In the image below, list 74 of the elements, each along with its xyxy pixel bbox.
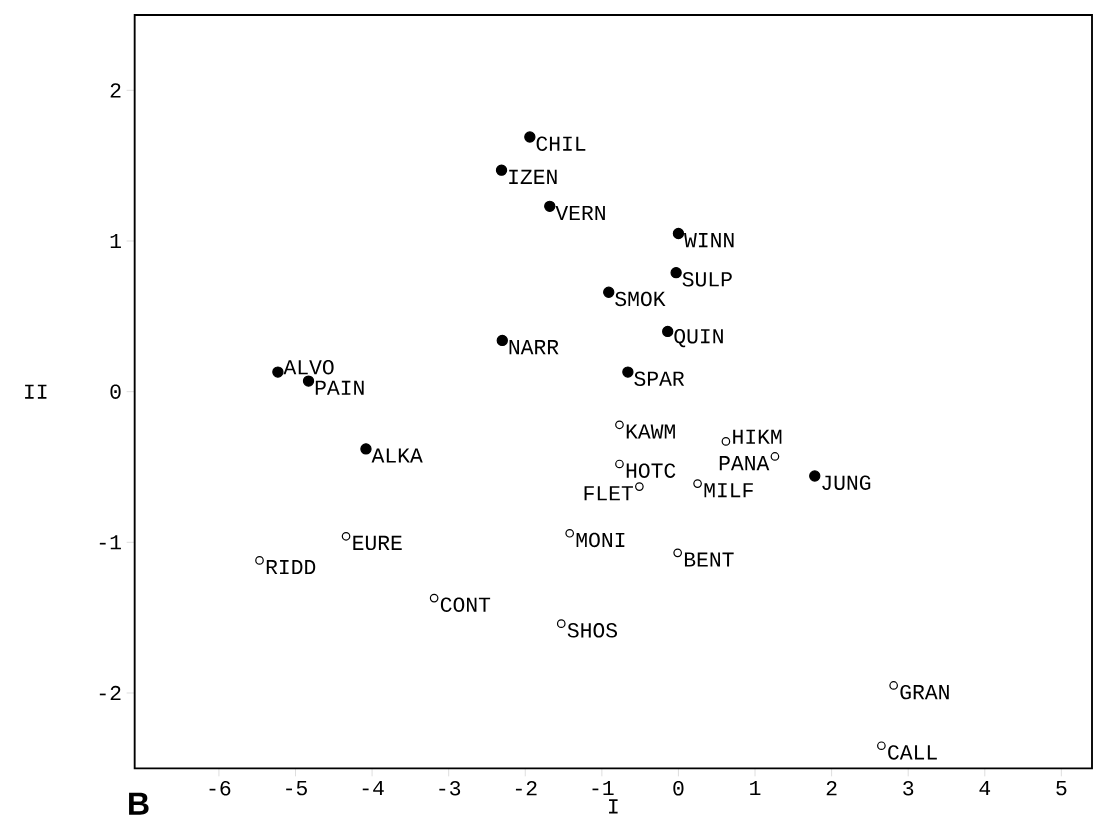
annotation: GRAN [900, 684, 949, 700]
point [255, 556, 264, 565]
annotation: HOTC [626, 463, 676, 478]
y-axis-title: II [25, 384, 47, 399]
annotation: MILF [704, 483, 753, 498]
y-tick-label: 2 [110, 83, 121, 98]
point [770, 452, 780, 461]
annotation: HIKM [733, 429, 782, 444]
point [272, 366, 284, 378]
point [662, 325, 674, 338]
annotation: BENT [684, 552, 734, 567]
annotation: MONI [576, 532, 625, 548]
annotation: FLET [584, 486, 633, 501]
text: B [129, 792, 149, 815]
point [603, 286, 615, 298]
annotation: ALVO [283, 360, 334, 375]
annotation: PANA [719, 456, 770, 471]
x-tick-label: 1 [750, 781, 761, 796]
x-tick-label: -6 [209, 781, 231, 796]
point [809, 470, 821, 482]
annotation: KAWM [626, 424, 675, 439]
point [360, 443, 372, 455]
y-tick-label: -2 [99, 685, 121, 701]
point [622, 366, 634, 378]
annotation: CONT [440, 597, 491, 612]
x-tick-label: 2 [826, 781, 837, 796]
annotation: EURE [353, 535, 402, 551]
point [672, 227, 685, 240]
annotation: SHOS [567, 623, 618, 638]
point [341, 531, 351, 541]
point [721, 437, 731, 446]
point [889, 681, 898, 690]
annotation: SULP [682, 272, 732, 287]
y-tick-label: 0 [110, 384, 121, 399]
point [302, 375, 315, 387]
point [673, 548, 682, 558]
point [670, 266, 682, 279]
point [495, 164, 508, 176]
x-axis-title: I [609, 799, 618, 814]
point [429, 593, 439, 603]
annotation: CHIL [536, 136, 586, 151]
point [544, 200, 556, 213]
point [635, 482, 644, 491]
point [524, 131, 536, 143]
x-tick-label: -1 [592, 781, 614, 796]
y-tick-label: -1 [99, 535, 121, 550]
annotation: PAIN [315, 380, 364, 395]
x-tick-label: 5 [1056, 781, 1067, 796]
point [693, 479, 702, 488]
point [877, 741, 886, 751]
x-tick-label: 0 [673, 781, 684, 796]
y-tick-label: 1 [110, 233, 121, 249]
annotation: RIDD [266, 560, 316, 575]
point [556, 619, 566, 629]
annotation: ALKA [371, 448, 423, 463]
point [496, 334, 508, 347]
x-tick-label: 3 [903, 781, 914, 796]
annotation: WINN [684, 233, 734, 248]
point [615, 420, 624, 430]
point [565, 528, 575, 538]
annotation: QUIN [674, 328, 723, 348]
x-tick-label: -4 [362, 781, 384, 796]
x-tick-label: 4 [979, 781, 991, 796]
annotation: SMOK [615, 291, 666, 307]
x-tick-label: -2 [515, 781, 537, 796]
annotation: NARR [509, 340, 559, 355]
x-tick-label: -3 [439, 781, 461, 796]
annotation: CALL [888, 745, 937, 760]
annotation: VERN [555, 205, 605, 221]
annotation: IZEN [509, 169, 557, 184]
point [615, 459, 624, 469]
annotation: JUNG [822, 475, 871, 490]
annotation: SPAR [634, 371, 685, 386]
x-tick-label: -5 [286, 781, 307, 796]
